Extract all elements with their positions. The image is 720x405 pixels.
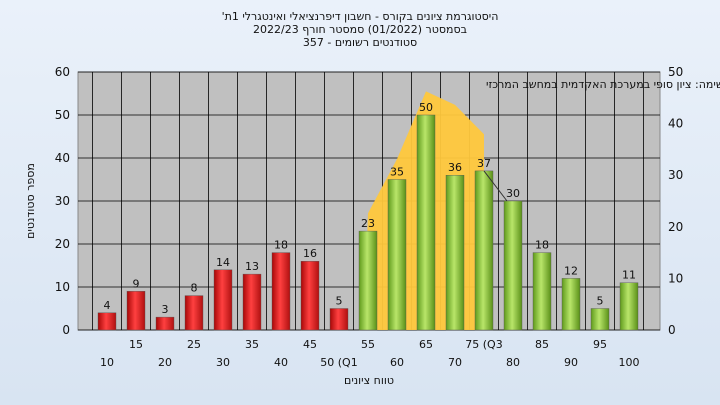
y-tick-label: 40: [55, 151, 70, 165]
bar-10: [387, 179, 407, 331]
x-tick-label: 25: [187, 338, 201, 351]
x-tick-label: 80: [506, 356, 520, 369]
bar-16: [561, 278, 581, 331]
value-label-0: 4: [104, 299, 111, 312]
x-tick-label: 50 (Q1: [320, 356, 357, 369]
x-tick-label: 35: [245, 338, 259, 351]
value-label-14: 30: [506, 187, 520, 200]
chart-annotation: במשימה: ציון סופי במערכת האקדמית במחשב ה…: [486, 78, 720, 91]
y-tick-label: 20: [55, 237, 70, 251]
y-tick-label: 50: [55, 108, 70, 122]
bar-15: [532, 252, 552, 331]
x-axis-label: טווח ציונים: [344, 374, 394, 387]
x-tick-label: 85: [535, 338, 549, 351]
chart-title-line-2: בסמסטר (01/2022) סמסטר חורף 2022/23: [253, 23, 467, 36]
bar-0: [97, 312, 117, 331]
bar-1: [126, 291, 146, 331]
y2-tick-label: 20: [668, 220, 683, 234]
x-tick-label: 90: [564, 356, 578, 369]
bars-group: [97, 114, 639, 331]
y2-tick-label: 50: [668, 65, 683, 79]
value-label-6: 18: [274, 239, 288, 252]
y-tick-label: 10: [55, 280, 70, 294]
bar-9: [358, 230, 378, 331]
x-tick-label: 10: [100, 356, 114, 369]
value-label-9: 23: [361, 217, 375, 230]
y-axis-right: 0 10 20 30 40 50: [668, 65, 683, 337]
value-label-12: 36: [448, 161, 462, 174]
y-tick-label: 30: [55, 194, 70, 208]
x-tick-label: 20: [158, 356, 172, 369]
value-label-15: 18: [535, 239, 549, 252]
bar-4: [213, 269, 233, 331]
value-label-18: 11: [622, 269, 636, 282]
bar-7: [300, 261, 320, 331]
bar-5: [242, 273, 262, 331]
y-tick-label: 60: [55, 65, 70, 79]
y-tick-label: 0: [62, 323, 70, 337]
y2-tick-label: 0: [668, 323, 676, 337]
value-label-10: 35: [390, 166, 404, 179]
x-tick-label: 60: [390, 356, 404, 369]
chart-title-line-1: היסטוגרמת ציונים בקורס - חשבון דיפרנציאל…: [222, 10, 499, 23]
x-tick-label: 45: [303, 338, 317, 351]
y2-tick-label: 40: [668, 117, 683, 131]
x-tick-label: 100: [619, 356, 640, 369]
value-label-13: 37: [477, 157, 491, 170]
y2-tick-label: 10: [668, 271, 683, 285]
bar-3: [184, 295, 204, 331]
x-tick-label: 70: [448, 356, 462, 369]
bar-6: [271, 252, 291, 331]
bar-12: [445, 174, 465, 331]
x-tick-label: 15: [129, 338, 143, 351]
bar-8: [329, 308, 349, 331]
value-label-8: 5: [336, 295, 343, 308]
bar-18: [619, 282, 639, 331]
y2-tick-label: 30: [668, 168, 683, 182]
bar-14: [503, 200, 523, 331]
x-tick-label: 30: [216, 356, 230, 369]
value-label-2: 3: [162, 303, 169, 316]
x-tick-label: 75 (Q3: [465, 338, 502, 351]
value-labels-group: 4 9 3 8 14 13 18 16 5 23 35 50 36 37 30 18 12 5 11: [104, 101, 637, 316]
value-label-7: 16: [303, 247, 317, 260]
value-label-1: 9: [133, 277, 140, 290]
bar-17: [590, 308, 610, 331]
bar-2: [155, 316, 175, 331]
x-tick-label: 55: [361, 338, 375, 351]
bar-11: [416, 114, 436, 331]
y-axis-label: מספר סטודנטים: [24, 163, 37, 239]
value-label-17: 5: [597, 295, 604, 308]
value-label-5: 13: [245, 260, 259, 273]
value-label-3: 8: [191, 282, 198, 295]
value-label-11: 50: [419, 101, 433, 114]
trend-line: [483, 170, 508, 202]
bar-13: [474, 170, 494, 331]
x-tick-label: 40: [274, 356, 288, 369]
x-tick-label: 65: [419, 338, 433, 351]
value-label-16: 12: [564, 264, 578, 277]
y-axis-left: 0 10 20 30 40 50 60: [55, 65, 70, 337]
value-label-4: 14: [216, 256, 230, 269]
chart-title-line-3: סטודנטים רשומים - 357: [303, 36, 417, 49]
x-tick-label: 95: [593, 338, 607, 351]
